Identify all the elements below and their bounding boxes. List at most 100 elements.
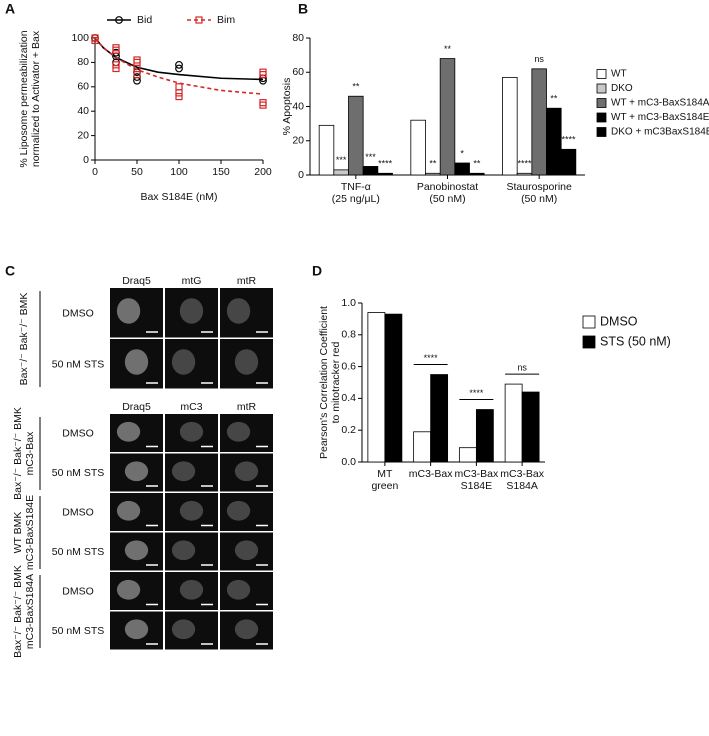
bar: [502, 76, 518, 176]
legend-label: DKO: [611, 83, 633, 94]
y-axis-label: % Apoptosis: [281, 78, 293, 136]
y-tick-label: 0: [298, 169, 304, 181]
bar: [425, 172, 441, 176]
column-header: mC3: [180, 401, 202, 413]
legend-label: Bid: [137, 14, 152, 26]
data-point: [175, 92, 183, 101]
significance-label: **: [352, 82, 360, 92]
column-header: mtG: [182, 275, 202, 287]
x-tick-label: TNF-α (25 ng/μL): [332, 181, 380, 205]
fit-curve: [94, 37, 264, 81]
y-tick-label: 60: [292, 66, 304, 78]
bar: [377, 172, 393, 176]
cell-signal: [226, 500, 251, 521]
y-tick-label: 100: [71, 32, 89, 44]
y-axis-label: Pearson's Correlation Coefficientto mito…: [318, 306, 342, 459]
data-point: [175, 83, 183, 91]
column-header: Draq5: [122, 401, 151, 413]
column-header: mtR: [237, 275, 257, 287]
legend-marker: [195, 16, 203, 24]
cell-signal: [124, 349, 149, 375]
y-tick-label: 0.0: [341, 456, 356, 468]
x-tick-label: Staurosporine (50 nM): [506, 181, 572, 205]
bar: [516, 172, 533, 176]
group-label: Bax⁻/⁻ Bak⁻/⁻ BMK: [18, 293, 30, 386]
y-tick-label: 0.2: [341, 424, 356, 436]
group-label: WT BMKmC3-BaxS184E: [12, 495, 36, 570]
y-tick-label: 0: [83, 154, 89, 166]
significance-label: **: [429, 159, 437, 169]
data-point: [259, 99, 267, 107]
y-axis-label: % Liposome permeabilizationnormalized to…: [18, 30, 42, 167]
y-tick-label: 0.6: [341, 360, 356, 372]
panel-label: D: [312, 263, 322, 279]
bar: [384, 313, 403, 463]
row-label: 50 nM STS: [52, 467, 105, 479]
data-point: [259, 68, 267, 76]
significance-label: ****: [378, 159, 393, 169]
fit-curve: [94, 37, 264, 95]
significance-label: ****: [469, 388, 484, 398]
x-tick-label: 100: [170, 166, 188, 178]
x-tick-label: 200: [254, 166, 272, 178]
x-tick-label: Panobinostat (50 nM): [417, 181, 478, 205]
legend-swatch: [582, 335, 596, 349]
legend-label: STS (50 nM): [600, 334, 671, 348]
data-point: [112, 61, 120, 69]
bar: [546, 107, 562, 176]
bar: [413, 431, 432, 463]
bar: [410, 119, 426, 176]
legend-swatch: [596, 127, 607, 137]
cell-signal: [116, 579, 141, 600]
panel-label: B: [298, 1, 308, 17]
legend-label: WT + mC3-BaxS184A: [611, 98, 709, 109]
cell-signal: [234, 461, 259, 482]
cell-signal: [124, 540, 149, 561]
cell-signal: [171, 349, 196, 375]
bar: [348, 95, 364, 176]
bar: [531, 68, 547, 176]
significance-label: **: [473, 159, 481, 169]
group-label: Bax⁻/⁻ Bak⁻/⁻ BMKmC3-BaxS184A: [12, 565, 36, 658]
row-label: 50 nM STS: [52, 358, 105, 370]
significance-label: ****: [561, 135, 576, 145]
x-tick-label: mC3-Bax S184E: [454, 468, 499, 492]
column-header: Draq5: [122, 275, 151, 287]
bar: [469, 172, 485, 176]
bar: [439, 58, 456, 176]
cell-signal: [226, 298, 251, 324]
x-axis-label: Bax S184E (nM): [140, 191, 217, 203]
x-tick-label: 150: [212, 166, 230, 178]
cell-signal: [179, 579, 204, 600]
bar: [333, 169, 349, 176]
cell-signal: [226, 579, 251, 600]
cell-signal: [116, 298, 141, 324]
y-tick-label: 60: [77, 81, 89, 93]
bar: [454, 162, 470, 176]
cell-signal: [179, 500, 204, 521]
y-tick-label: 20: [292, 135, 304, 147]
cell-signal: [234, 540, 259, 561]
panel-label: A: [5, 1, 15, 17]
legend-swatch: [582, 315, 596, 329]
column-header: mtR: [237, 401, 257, 413]
y-tick-label: 20: [77, 129, 89, 141]
bar: [560, 148, 577, 176]
significance-label: *: [460, 148, 464, 158]
cell-signal: [116, 421, 141, 442]
row-label: DMSO: [62, 428, 94, 440]
significance-label: ***: [336, 155, 347, 165]
legend-swatch: [596, 69, 607, 79]
cell-signal: [171, 619, 196, 640]
row-label: DMSO: [62, 307, 94, 319]
cell-signal: [179, 298, 204, 324]
significance-label: ns: [517, 362, 527, 372]
legend-swatch: [596, 98, 607, 108]
bar: [318, 124, 335, 176]
legend-label: WT: [611, 69, 627, 80]
x-tick-label: 50: [131, 166, 143, 178]
bar: [430, 374, 449, 463]
data-point: [91, 36, 99, 45]
significance-label: ****: [517, 159, 532, 169]
y-tick-label: 40: [77, 105, 89, 117]
